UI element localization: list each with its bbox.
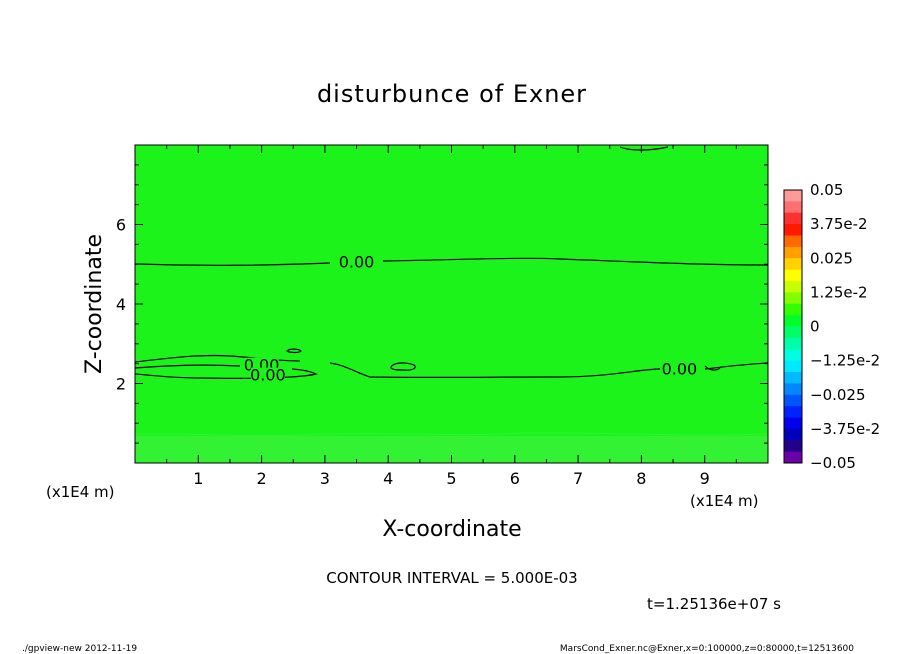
colorbar-segment: [784, 417, 802, 430]
colorbar-segment: [784, 224, 802, 236]
colorbar-label: −3.75e-2: [810, 420, 880, 438]
contour-labels: 0.00 0.00 0.00 0.00: [244, 252, 697, 384]
colorbar-segment: [784, 451, 802, 464]
colorbar-label: −0.025: [810, 386, 866, 404]
colorbar-segment: [784, 383, 802, 396]
contour-upper: [134, 257, 769, 266]
colorbar-label: −1.25e-2: [810, 352, 880, 370]
colorbar-segment: [784, 212, 802, 225]
x-unit-label: (x1E4 m): [690, 492, 759, 510]
chart-title: disturbunce of Exner: [317, 80, 587, 108]
colorbar: 0.05 3.75e-2 0.025 1.25e-2 0 −1.25e-2 −0…: [783, 181, 880, 472]
plot-area: 0.00 0.00 0.00 0.00: [134, 144, 769, 464]
x-tick-label: 3: [320, 469, 330, 488]
contour-closed-small-1: [390, 362, 416, 371]
contour-label: 0.00: [662, 360, 698, 379]
colorbar-segment: [784, 326, 802, 339]
colorbar-labels: 0.05 3.75e-2 0.025 1.25e-2 0 −1.25e-2 −0…: [810, 181, 880, 472]
colorbar-segments: [784, 190, 802, 464]
footer-right: MarsCond_Exner.nc@Exner,x=0:100000,z=0:8…: [560, 644, 854, 654]
x-tick-label: 5: [446, 469, 456, 488]
colorbar-label: 3.75e-2: [810, 215, 868, 233]
contour-label-bg: [662, 361, 697, 376]
colorbar-segment: [784, 201, 802, 214]
colorbar-label: 0.025: [810, 249, 853, 267]
colorbar-label: 1.25e-2: [810, 283, 868, 301]
contour-label: 0.00: [250, 366, 286, 385]
x-axis-label: X-coordinate: [382, 517, 521, 542]
colorbar-segment: [784, 281, 802, 293]
contour-lower-right-tail: [704, 365, 721, 371]
contour-label-bg: [250, 367, 285, 382]
colorbar-segment: [784, 235, 802, 248]
contour-label-bg: [339, 254, 374, 269]
x-tick-label: 9: [700, 469, 710, 488]
field-fill: [135, 145, 768, 463]
y-tick-label: 6: [116, 216, 126, 235]
y-unit-label: (x1E4 m): [46, 483, 115, 501]
colorbar-segment: [784, 258, 802, 271]
y-tick-label: 2: [116, 375, 126, 394]
contour-interval-text: CONTOUR INTERVAL = 5.000E-03: [326, 569, 577, 587]
x-tick-label: 1: [193, 469, 203, 488]
field-lower-band-edge: [134, 432, 769, 437]
colorbar-segment: [784, 292, 802, 305]
colorbar-segment: [784, 315, 802, 327]
colorbar-segment: [784, 349, 802, 362]
contour-closed-small-2: [286, 348, 302, 354]
x-tick-label: 8: [636, 469, 646, 488]
x-tick-label: 6: [510, 469, 520, 488]
y-tick-labels: 2 4 6: [116, 216, 126, 394]
contour-lower-outer: [134, 354, 769, 379]
y-axis-label: Z-coordinate: [82, 234, 107, 374]
x-tick-label: 2: [257, 469, 267, 488]
time-text: t=1.25136e+07 s: [647, 595, 781, 613]
colorbar-segment: [784, 440, 802, 453]
colorbar-segment: [784, 394, 802, 407]
y-tick-label: 4: [116, 295, 126, 314]
colorbar-label: 0.05: [810, 181, 843, 199]
colorbar-segment: [784, 269, 802, 282]
x-tick-label: 4: [383, 469, 393, 488]
colorbar-segment: [784, 190, 802, 202]
colorbar-frame: [783, 189, 803, 464]
colorbar-segment: [784, 337, 802, 350]
axis-ticks: [134, 144, 769, 464]
colorbar-segment: [784, 406, 802, 418]
contour-label: 0.00: [339, 252, 375, 271]
colorbar-segment: [784, 360, 802, 373]
colorbar-label: 0: [810, 318, 820, 336]
colorbar-segment: [784, 372, 802, 384]
x-tick-label: 7: [573, 469, 583, 488]
colorbar-segment: [784, 428, 802, 441]
x-tick-labels: 1 2 3 4 5 6 7 8 9: [193, 469, 710, 488]
footer-left: ./gpview-new 2012-11-19: [22, 644, 137, 654]
colorbar-label: −0.05: [810, 454, 856, 472]
colorbar-segment: [784, 246, 802, 259]
colorbar-segment: [784, 303, 802, 316]
